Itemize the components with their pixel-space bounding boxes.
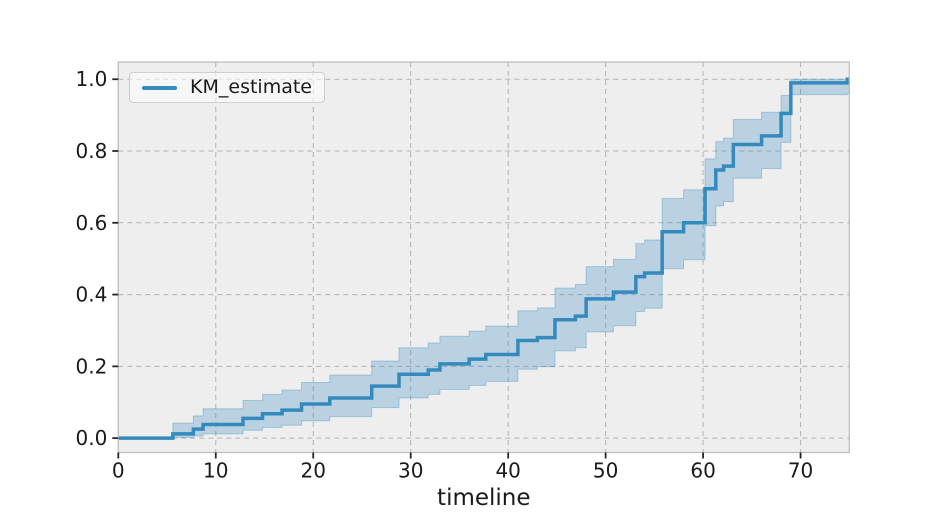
km-step-line (118, 77, 850, 440)
axes-spines (117, 61, 850, 454)
x-tick-label-50: 50 (593, 459, 618, 483)
legend-line-swatch (142, 85, 178, 90)
x-tick-label-70: 70 (788, 459, 813, 483)
y-tick-label-0.2: 0.2 (75, 354, 107, 378)
y-tick-label-0.6: 0.6 (75, 211, 107, 235)
x-tick-label-30: 30 (398, 459, 423, 483)
plot-area (118, 62, 850, 453)
x-axis-label: timeline (437, 485, 530, 511)
y-tick-label-0: 0.0 (75, 426, 107, 450)
legend: KM_estimate (129, 72, 325, 103)
x-tick-label-0: 0 (112, 459, 125, 483)
x-tick-label-40: 40 (495, 459, 520, 483)
y-tick-label-0.4: 0.4 (75, 283, 107, 307)
legend-label: KM_estimate (190, 76, 312, 98)
y-tick-label-0.8: 0.8 (75, 139, 107, 163)
x-tick-label-60: 60 (690, 459, 715, 483)
x-tick-label-10: 10 (203, 459, 228, 483)
y-tick-label-1: 1.0 (75, 67, 107, 91)
x-tick-label-20: 20 (301, 459, 326, 483)
